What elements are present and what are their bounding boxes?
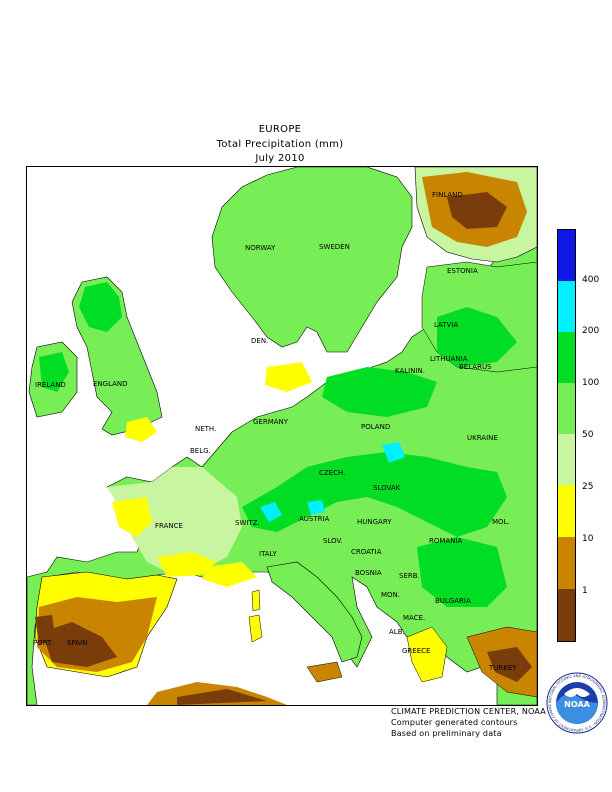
- scotland-wet: [79, 282, 122, 332]
- legend-label: 50: [582, 430, 594, 440]
- legend-swatch-gt400: [558, 230, 575, 281]
- country-label: GREECE: [402, 647, 430, 655]
- country-label: SPAIN: [67, 639, 87, 647]
- country-label: HUNGARY: [357, 518, 392, 526]
- country-label: DEN.: [251, 337, 268, 345]
- country-label: ITALY: [259, 550, 278, 558]
- poland-wet: [322, 367, 437, 417]
- noaa-logo-text: NOAA: [564, 700, 590, 709]
- finland-very-dry-area: [447, 192, 507, 229]
- legend-label: 100: [582, 378, 600, 388]
- ireland-wet: [39, 352, 69, 392]
- country-label: ESTONIA: [447, 267, 478, 275]
- scandinavia-land: [211, 167, 413, 353]
- iberia-very-dry-area: [42, 622, 117, 667]
- alps-heavy-rain-1: [260, 502, 282, 522]
- country-label: CZECH.: [319, 469, 345, 477]
- country-label: NETH.: [195, 425, 216, 433]
- country-label: MACE.: [403, 614, 425, 622]
- map-period-title: July 2010: [255, 153, 305, 164]
- corsica-land: [251, 589, 261, 612]
- country-label: FRANCE: [155, 522, 183, 530]
- france-dry-area: [112, 497, 152, 537]
- country-label: BOSNIA: [355, 569, 382, 577]
- alps-heavy-rain-2: [307, 500, 325, 515]
- country-label: ROMANIA: [429, 537, 463, 545]
- country-label: POLAND: [361, 423, 390, 431]
- country-label: IRELAND: [35, 381, 66, 389]
- country-label: LITHUANIA: [430, 355, 468, 363]
- country-label: ALB.: [389, 628, 405, 636]
- england-dry-spot: [125, 417, 157, 442]
- balkans-wet: [417, 537, 507, 607]
- legend-label: 10: [582, 534, 594, 544]
- credit-source: CLIMATE PREDICTION CENTER, NOAA: [391, 707, 546, 716]
- country-label: UKRAINE: [467, 434, 498, 442]
- country-label: CROATIA: [351, 548, 382, 556]
- noaa-logo-icon: NOAA NATIONAL OCEANIC AND ATMOSPHERIC AD…: [546, 664, 608, 734]
- country-label: SWITZ.: [235, 519, 260, 527]
- greece-land: [406, 626, 448, 683]
- country-label: LATVIA: [434, 321, 458, 329]
- country-label: BELG.: [190, 447, 211, 455]
- precipitation-legend: [557, 229, 576, 642]
- legend-label: 25: [582, 482, 594, 492]
- country-label: FINLAND: [432, 191, 463, 199]
- map-variable-title: Total Precipitation (mm): [216, 139, 344, 150]
- map-region-title: EUROPE: [258, 124, 302, 135]
- country-label: BULGARIA: [435, 597, 471, 605]
- country-label: SWEDEN: [319, 243, 350, 251]
- italy-dry-area: [202, 562, 257, 587]
- sardinia-land: [248, 614, 263, 643]
- france-south-dry: [157, 552, 217, 577]
- country-label: SLOVAK: [373, 484, 401, 492]
- country-label: SLOV.: [323, 537, 343, 545]
- legend-swatch-1-10: [558, 537, 575, 589]
- latvia-lithuania-wet: [437, 307, 517, 367]
- legend-swatch-25-50: [558, 434, 575, 485]
- central-europe-wet: [242, 452, 507, 537]
- country-label: MOL.: [492, 518, 510, 526]
- country-label: BELARUS: [459, 363, 492, 371]
- country-label: AUSTRIA: [299, 515, 330, 523]
- legend-label: 200: [582, 326, 600, 336]
- slovakia-heavy-rain: [382, 442, 405, 463]
- credit-note: Based on preliminary data: [391, 729, 502, 738]
- portugal-very-dry: [35, 615, 55, 645]
- country-label: SERB.: [399, 572, 420, 580]
- france-land: [107, 467, 242, 572]
- country-label: GERMANY: [253, 418, 289, 426]
- turkey-very-dry: [487, 647, 532, 682]
- country-label: NORWAY: [245, 244, 276, 252]
- country-label: ENGLAND: [93, 380, 128, 388]
- country-label: TURKEY: [488, 664, 517, 672]
- legend-swatch-50-100: [558, 383, 575, 434]
- legend-label: 400: [582, 275, 600, 285]
- country-label: MON.: [381, 591, 400, 599]
- country-label: PORT.: [33, 639, 53, 647]
- credit-method: Computer generated contours: [391, 718, 518, 727]
- legend-swatch-100-200: [558, 332, 575, 383]
- precipitation-map: FINLAND NORWAY SWEDEN ESTONIA LATVIA DEN…: [26, 166, 538, 706]
- country-label: KALININ.: [395, 367, 425, 375]
- legend-label: 1: [582, 586, 588, 596]
- italy-land: [266, 561, 363, 663]
- legend-swatch-lt1: [558, 589, 575, 641]
- sicily-land: [306, 661, 343, 683]
- legend-swatch-10-25: [558, 485, 575, 537]
- legend-swatch-200-400: [558, 281, 575, 332]
- map-canvas: FINLAND NORWAY SWEDEN ESTONIA LATVIA DEN…: [27, 167, 537, 705]
- north-africa-very-dry: [177, 689, 267, 705]
- germany-dry-spot: [265, 362, 312, 392]
